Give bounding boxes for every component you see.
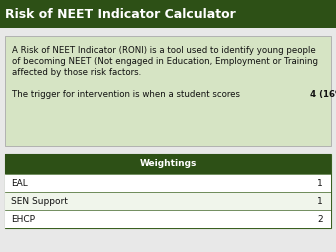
Text: 4 (16%): 4 (16%) (310, 90, 336, 99)
Bar (5, 174, 331, 192)
Text: 1: 1 (317, 178, 323, 187)
Text: Weightings: Weightings (139, 160, 197, 169)
Bar (5, 36, 331, 146)
Bar (5, 192, 331, 210)
Text: EHCP: EHCP (11, 214, 35, 224)
Text: Risk of NEET Indicator Calculator: Risk of NEET Indicator Calculator (5, 8, 236, 20)
Text: EAL: EAL (11, 178, 28, 187)
Bar (5, 154, 331, 228)
Text: affected by those risk factors.: affected by those risk factors. (12, 68, 141, 77)
Bar (0, 0, 336, 28)
Bar (5, 210, 331, 228)
Text: SEN Support: SEN Support (11, 197, 68, 205)
Text: A Risk of NEET Indicator (RONI) is a tool used to identify young people: A Risk of NEET Indicator (RONI) is a too… (12, 46, 316, 55)
Bar (5, 154, 331, 174)
Text: The trigger for intervention is when a student scores: The trigger for intervention is when a s… (12, 90, 243, 99)
Text: of becoming NEET (Not engaged in Education, Employment or Training: of becoming NEET (Not engaged in Educati… (12, 57, 318, 66)
Text: 2: 2 (318, 214, 323, 224)
Text: 1: 1 (317, 197, 323, 205)
